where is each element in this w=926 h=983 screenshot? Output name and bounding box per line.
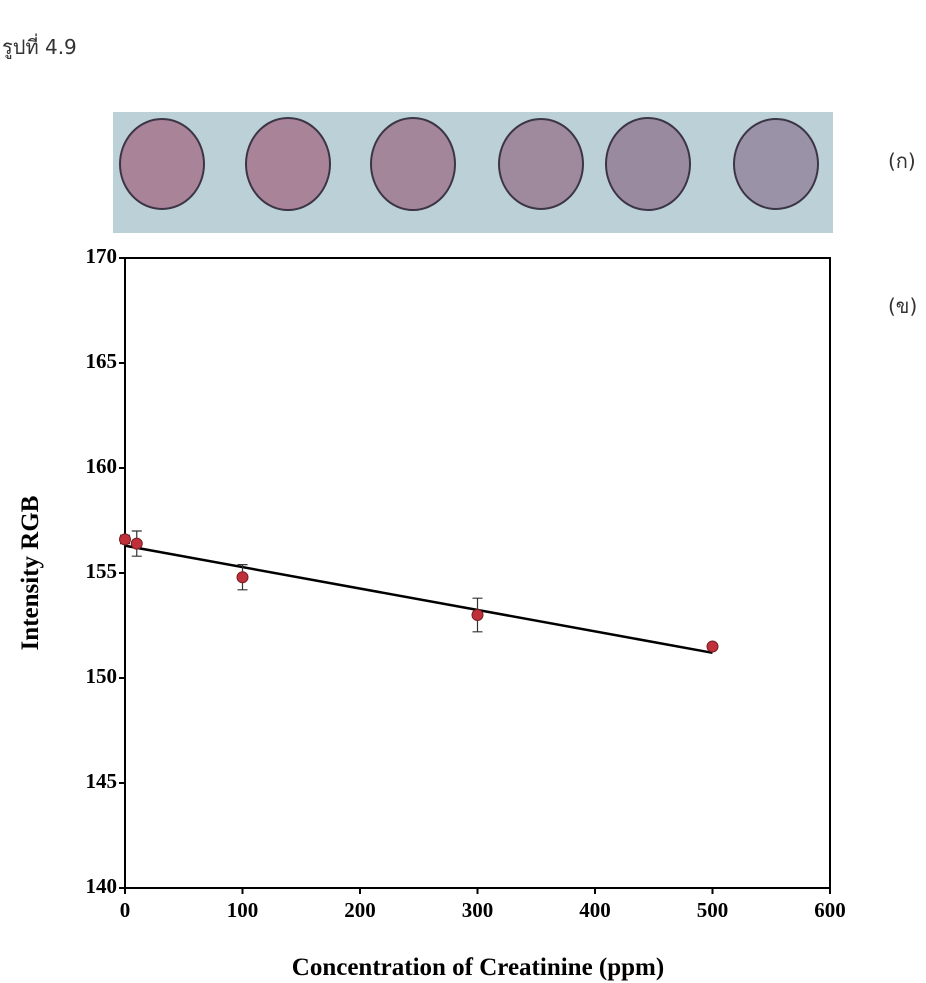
panel-label: (ก) <box>888 149 916 173</box>
y-tick-label: 145 <box>86 769 118 793</box>
figure-label: รูปที่ 4.9 <box>2 33 77 60</box>
droplet <box>606 118 690 210</box>
y-tick-label: 150 <box>86 664 118 688</box>
trend-line <box>125 546 713 653</box>
x-tick-label: 300 <box>462 898 494 922</box>
page: รูปที่ 4.9 (ก) (ข) Concentration of Crea… <box>0 0 926 983</box>
plot-frame <box>125 258 830 888</box>
panel-label: (ข) <box>888 294 917 318</box>
x-tick-label: 600 <box>814 898 846 922</box>
data-point <box>472 610 483 621</box>
droplet <box>120 119 204 209</box>
y-tick-label: 170 <box>86 244 118 268</box>
y-tick-label: 160 <box>86 454 118 478</box>
data-point <box>707 641 718 652</box>
data-point <box>131 538 142 549</box>
data-point <box>237 572 248 583</box>
x-axis-label: Concentration of Creatinine (ppm) <box>292 954 664 981</box>
y-tick-label: 155 <box>86 559 118 583</box>
droplet <box>371 118 455 210</box>
x-tick-label: 200 <box>344 898 376 922</box>
droplet <box>499 119 583 209</box>
x-tick-label: 500 <box>697 898 729 922</box>
figure: รูปที่ 4.9 (ก) (ข) Concentration of Crea… <box>0 0 926 983</box>
droplet <box>734 119 818 209</box>
x-tick-label: 0 <box>120 898 131 922</box>
data-point <box>120 534 131 545</box>
x-tick-label: 400 <box>579 898 611 922</box>
y-tick-label: 165 <box>86 349 118 373</box>
y-tick-label: 140 <box>86 874 118 898</box>
x-tick-label: 100 <box>227 898 259 922</box>
y-axis-label: Intensity RGB <box>17 496 44 651</box>
droplet <box>246 118 330 210</box>
photo-strip <box>113 112 833 233</box>
